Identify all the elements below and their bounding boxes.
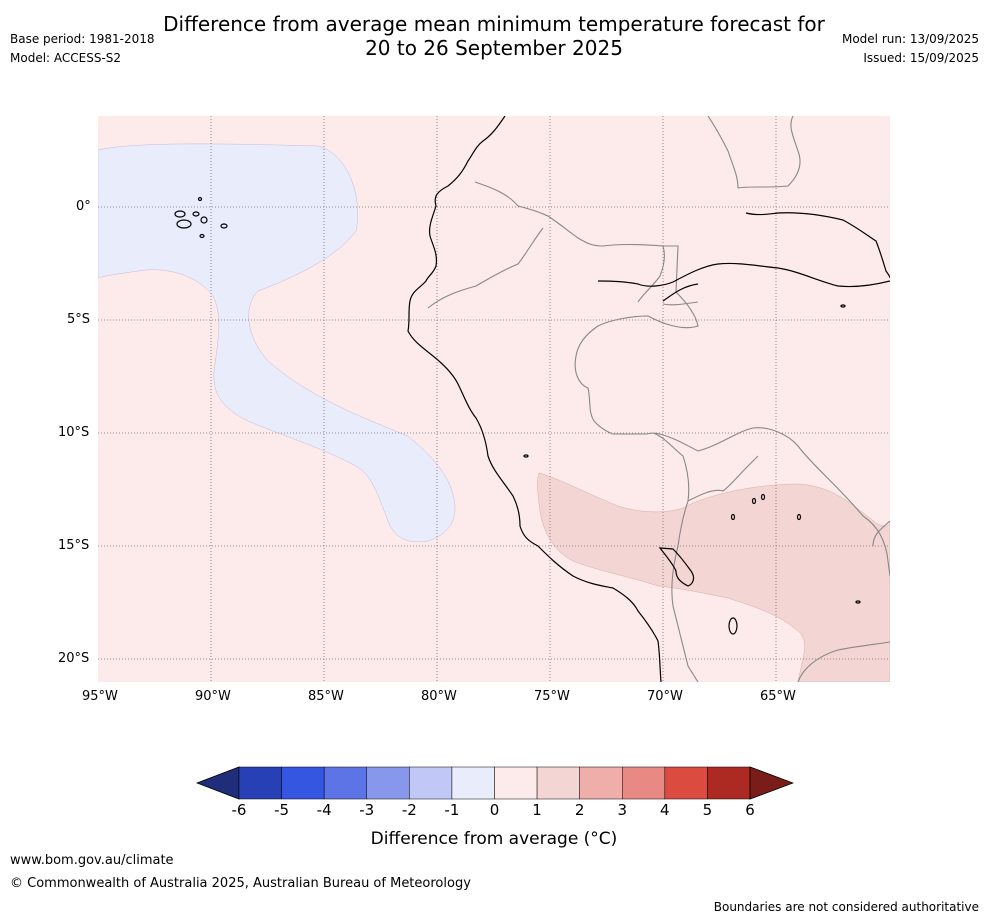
title-line-2: 20 to 26 September 2025 xyxy=(365,36,623,60)
colorbar xyxy=(196,766,794,800)
lon-label-85w: 85°W xyxy=(308,689,344,704)
coastlines xyxy=(174,116,890,682)
country-borders xyxy=(427,116,890,682)
colorbar-segment xyxy=(664,766,708,800)
colorbar-tick-label: 2 xyxy=(574,801,585,819)
model-run: Model run: 13/09/2025 xyxy=(841,32,979,46)
colorbar-segment xyxy=(707,766,751,800)
base-period: Base period: 1981-2018 xyxy=(10,32,155,46)
anomaly-neg1-0-region xyxy=(98,143,456,542)
colorbar-segment xyxy=(451,766,495,800)
lat-label-15s: 15°S xyxy=(58,538,90,553)
colorbar-tick-label: 0 xyxy=(489,801,500,819)
lat-label-10s: 10°S xyxy=(58,425,90,440)
colorbar-tick-label: 6 xyxy=(745,801,755,819)
colorbar-tick-label: -5 xyxy=(274,801,290,819)
colorbar-segment xyxy=(281,766,325,800)
colorbar-tick-label: -4 xyxy=(316,801,332,819)
lon-label-80w: 80°W xyxy=(421,689,457,704)
colorbar-extend-high xyxy=(749,766,794,800)
colorbar-tick-label: -1 xyxy=(444,801,460,819)
model-name: Model: ACCESS-S2 xyxy=(10,51,122,65)
lon-label-70w: 70°W xyxy=(647,689,683,704)
colorbar-tick-label: -6 xyxy=(231,801,247,819)
lat-label-5s: 5°S xyxy=(67,312,91,327)
colorbar-tick-label: 3 xyxy=(617,801,628,819)
colorbar-segment xyxy=(238,766,282,800)
colorbar-title: Difference from average (°C) xyxy=(370,829,618,849)
footer-url: www.bom.gov.au/climate xyxy=(10,853,174,868)
colorbar-segment xyxy=(323,766,368,800)
footer-copyright: © Commonwealth of Australia 2025, Austra… xyxy=(10,876,471,891)
colorbar-extend-low xyxy=(196,766,240,800)
colorbar-segment xyxy=(622,766,666,800)
colorbar-segment xyxy=(494,766,538,800)
lon-label-75w: 75°W xyxy=(534,689,570,704)
colorbar-segment xyxy=(579,766,623,800)
map-panel xyxy=(98,116,890,682)
footer-note: Boundaries are not considered authoritat… xyxy=(713,900,979,914)
lon-label-95w: 95°W xyxy=(82,689,118,704)
lon-label-65w: 65°W xyxy=(760,689,796,704)
map-title: Difference from average mean minimum tem… xyxy=(0,12,988,60)
anomaly-1-2-region xyxy=(537,472,890,682)
colorbar-segment xyxy=(409,766,453,800)
colorbar-tick-label: 4 xyxy=(660,801,670,819)
lat-label-20s: 20°S xyxy=(58,651,90,666)
issued-date: Issued: 15/09/2025 xyxy=(863,51,979,65)
colorbar-segment xyxy=(366,766,410,800)
lat-label-0: 0° xyxy=(76,199,91,214)
colorbar-tick-label: 1 xyxy=(532,801,542,819)
colorbar-tick-label: -2 xyxy=(401,801,417,819)
title-line-1: Difference from average mean minimum tem… xyxy=(163,12,825,36)
colorbar-segment xyxy=(536,766,580,800)
colorbar-tick-label: -3 xyxy=(359,801,375,819)
colorbar-tick-label: 5 xyxy=(702,801,713,819)
lon-label-90w: 90°W xyxy=(195,689,231,704)
graticule xyxy=(98,116,890,682)
